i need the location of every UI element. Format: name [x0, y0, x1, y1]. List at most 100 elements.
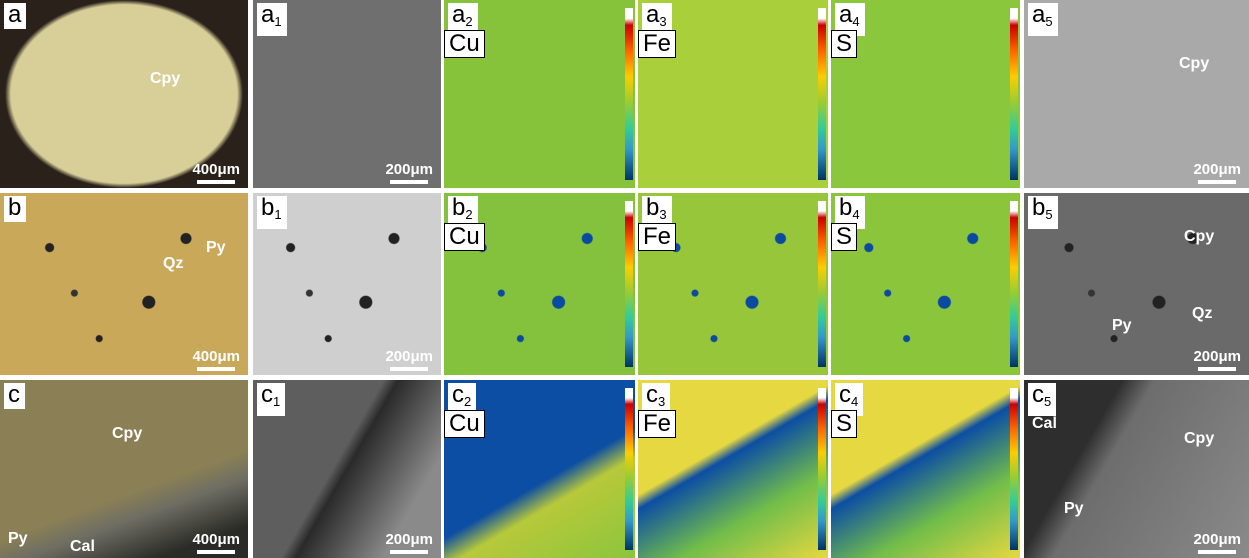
panel-label: a	[4, 3, 26, 29]
mineral-label: Qz	[1192, 305, 1212, 323]
panel-subscript: 5	[1045, 207, 1052, 222]
element-label: S	[831, 223, 857, 251]
scale-bar-text: 200μm	[385, 531, 433, 548]
scale-bar: 200μm	[385, 161, 433, 184]
panel-letter: a	[646, 1, 659, 28]
color-scale	[818, 8, 826, 180]
panel-label: b5	[1028, 196, 1058, 229]
element-label: Fe	[638, 410, 676, 438]
color-scale	[625, 388, 633, 550]
color-scale	[818, 388, 826, 550]
panel-subscript: 3	[658, 394, 665, 409]
panel-label: b	[4, 196, 26, 222]
element-label: Fe	[638, 30, 676, 58]
element-label: S	[831, 30, 857, 58]
color-scale	[818, 201, 826, 367]
element-label: Cu	[444, 30, 485, 58]
scale-bar-text: 200μm	[1193, 531, 1241, 548]
micrograph-panel: b1 200μm	[253, 193, 441, 375]
mineral-label: Qz	[163, 255, 183, 273]
panel-letter: b	[839, 194, 852, 221]
mineral-label: Py	[1064, 500, 1084, 518]
panel-subscript: 1	[274, 14, 281, 29]
micrograph-panel: b Qz Py 400μm	[0, 193, 248, 375]
scale-bar-text: 200μm	[385, 161, 433, 178]
scale-bar: 400μm	[192, 348, 240, 371]
mineral-label: Cal	[1032, 415, 1057, 433]
micrograph-panel: c1 200μm	[253, 380, 441, 558]
element-label: S	[831, 410, 857, 438]
panel-letter: c	[452, 381, 464, 408]
scale-bar-text: 200μm	[1193, 348, 1241, 365]
panel-letter: c	[839, 381, 851, 408]
panel-subscript: 5	[1044, 394, 1051, 409]
element-label: Cu	[444, 410, 485, 438]
panel-letter: b	[646, 194, 659, 221]
color-scale	[1010, 388, 1018, 550]
scale-bar-text: 400μm	[192, 161, 240, 178]
scale-bar-line	[197, 367, 235, 371]
scale-bar-line	[197, 180, 235, 184]
panel-letter: a	[1032, 1, 1045, 28]
scale-bar: 200μm	[1193, 531, 1241, 554]
panel-letter: c	[1032, 381, 1044, 408]
element-label: Fe	[638, 223, 676, 251]
panel-subscript: 1	[273, 394, 280, 409]
panel-letter: c	[646, 381, 658, 408]
scale-bar-text: 200μm	[1193, 161, 1241, 178]
panel-subscript: 2	[465, 14, 472, 29]
scale-bar-text: 200μm	[385, 348, 433, 365]
scale-bar: 400μm	[192, 161, 240, 184]
color-scale	[1010, 8, 1018, 180]
panel-label: a5	[1028, 3, 1058, 36]
panel-subscript: 2	[465, 207, 472, 222]
panel-label: b1	[257, 196, 287, 229]
mineral-label: Cpy	[112, 425, 142, 443]
panel-subscript: 5	[1045, 14, 1052, 29]
panel-letter: a	[452, 1, 465, 28]
micrograph-panel: a5 Cpy 200μm	[1024, 0, 1249, 188]
panel-subscript: 4	[852, 207, 859, 222]
color-scale	[625, 201, 633, 367]
panel-letter: a	[839, 1, 852, 28]
scale-bar-line	[1198, 367, 1236, 371]
panel-subscript: 3	[659, 14, 666, 29]
scale-bar: 200μm	[1193, 348, 1241, 371]
panel-label: a1	[257, 3, 287, 36]
micrograph-panel: a1 200μm	[253, 0, 441, 188]
panel-subscript: 2	[464, 394, 471, 409]
scale-bar-line	[390, 367, 428, 371]
mineral-label: Py	[206, 239, 226, 257]
mineral-label: Py	[1112, 317, 1132, 335]
mineral-label: Cpy	[1179, 55, 1209, 73]
scale-bar-line	[1198, 550, 1236, 554]
panel-subscript: 1	[274, 207, 281, 222]
panel-letter: b	[8, 194, 21, 221]
panel-letter: a	[261, 1, 274, 28]
scale-bar-line	[1198, 180, 1236, 184]
mineral-label: Cpy	[1184, 430, 1214, 448]
panel-letter: b	[1032, 194, 1045, 221]
panel-label: c5	[1028, 383, 1056, 416]
panel-letter: a	[8, 1, 21, 28]
panel-letter: c	[261, 381, 273, 408]
scale-bar: 200μm	[385, 531, 433, 554]
panel-subscript: 4	[851, 394, 858, 409]
figure: (() => { const data = JSON.parse(documen…	[0, 0, 1249, 558]
color-scale	[1010, 201, 1018, 367]
panel-letter: b	[452, 194, 465, 221]
panel-letter: c	[8, 381, 20, 408]
scale-bar-text: 400μm	[192, 531, 240, 548]
mineral-label: Cal	[70, 538, 95, 556]
scale-bar-line	[390, 180, 428, 184]
scale-bar-line	[197, 550, 235, 554]
scale-bar: 400μm	[192, 531, 240, 554]
